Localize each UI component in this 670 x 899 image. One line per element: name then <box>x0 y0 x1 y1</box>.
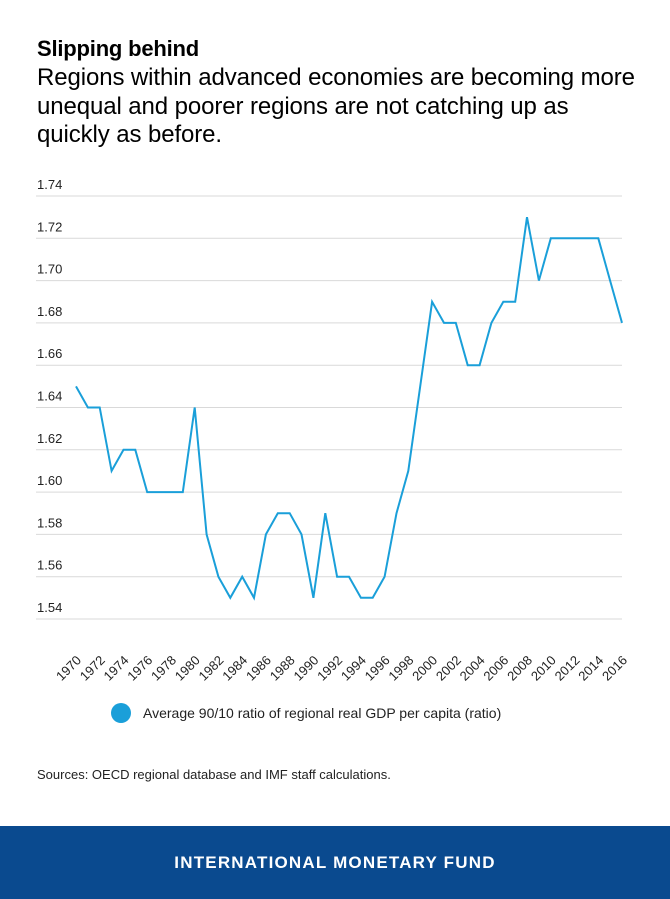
x-tick-label: 1996 <box>362 653 393 684</box>
x-tick-label: 1978 <box>148 653 179 684</box>
x-tick-label: 2000 <box>409 653 440 684</box>
x-tick-label: 2010 <box>528 653 559 684</box>
legend-marker-icon <box>111 703 131 723</box>
chart-subtitle: Regions within advanced economies are be… <box>37 64 635 148</box>
y-tick-label: 1.60 <box>37 473 62 488</box>
x-tick-label: 1990 <box>290 653 321 684</box>
y-tick-label: 1.70 <box>37 262 62 277</box>
x-tick-label: 1972 <box>77 653 108 684</box>
x-tick-label: 2006 <box>480 653 511 684</box>
x-tick-label: 2016 <box>599 653 630 684</box>
y-tick-label: 1.64 <box>37 389 62 404</box>
x-tick-label: 2002 <box>433 653 464 684</box>
y-tick-label: 1.68 <box>37 304 62 319</box>
y-tick-label: 1.74 <box>37 180 62 192</box>
x-tick-label: 1992 <box>314 653 345 684</box>
line-chart: 1.54 1.56 1.58 1.60 1.62 1.64 1.66 1.68 1.70 1.72… <box>36 180 630 684</box>
chart-legend: Average 90/10 ratio of regional real GDP… <box>111 703 501 723</box>
x-tick-label: 1982 <box>195 653 226 684</box>
x-tick-label: 1980 <box>172 653 203 684</box>
x-tick-label: 2014 <box>575 653 606 684</box>
footer-bar: INTERNATIONAL MONETARY FUND <box>0 826 670 899</box>
x-tick-label: 1986 <box>243 653 274 684</box>
y-tick-label: 1.56 <box>37 558 62 573</box>
y-tick-label: 1.58 <box>37 515 62 530</box>
footer-logo-text: INTERNATIONAL MONETARY FUND <box>174 852 496 872</box>
source-note: Sources: OECD regional database and IMF … <box>37 767 391 782</box>
x-tick-label: 2004 <box>457 653 488 684</box>
y-tick-label: 1.66 <box>37 346 62 361</box>
chart-title: Slipping behind <box>37 36 199 61</box>
x-tick-label: 2008 <box>504 653 535 684</box>
x-tick-label: 1994 <box>338 653 369 684</box>
legend-label: Average 90/10 ratio of regional real GDP… <box>143 705 502 721</box>
x-tick-label: 1984 <box>219 653 250 684</box>
x-tick-label: 1974 <box>101 653 132 684</box>
x-tick-label: 1970 <box>53 653 84 684</box>
y-tick-label: 1.62 <box>37 431 62 446</box>
y-tick-label: 1.72 <box>37 219 62 234</box>
x-tick-label: 1988 <box>267 653 298 684</box>
x-tick-label: 2012 <box>552 653 583 684</box>
y-tick-label: 1.54 <box>37 600 62 615</box>
x-tick-label: 1998 <box>385 653 416 684</box>
series-line <box>75 217 623 601</box>
x-tick-label: 1976 <box>124 653 155 684</box>
